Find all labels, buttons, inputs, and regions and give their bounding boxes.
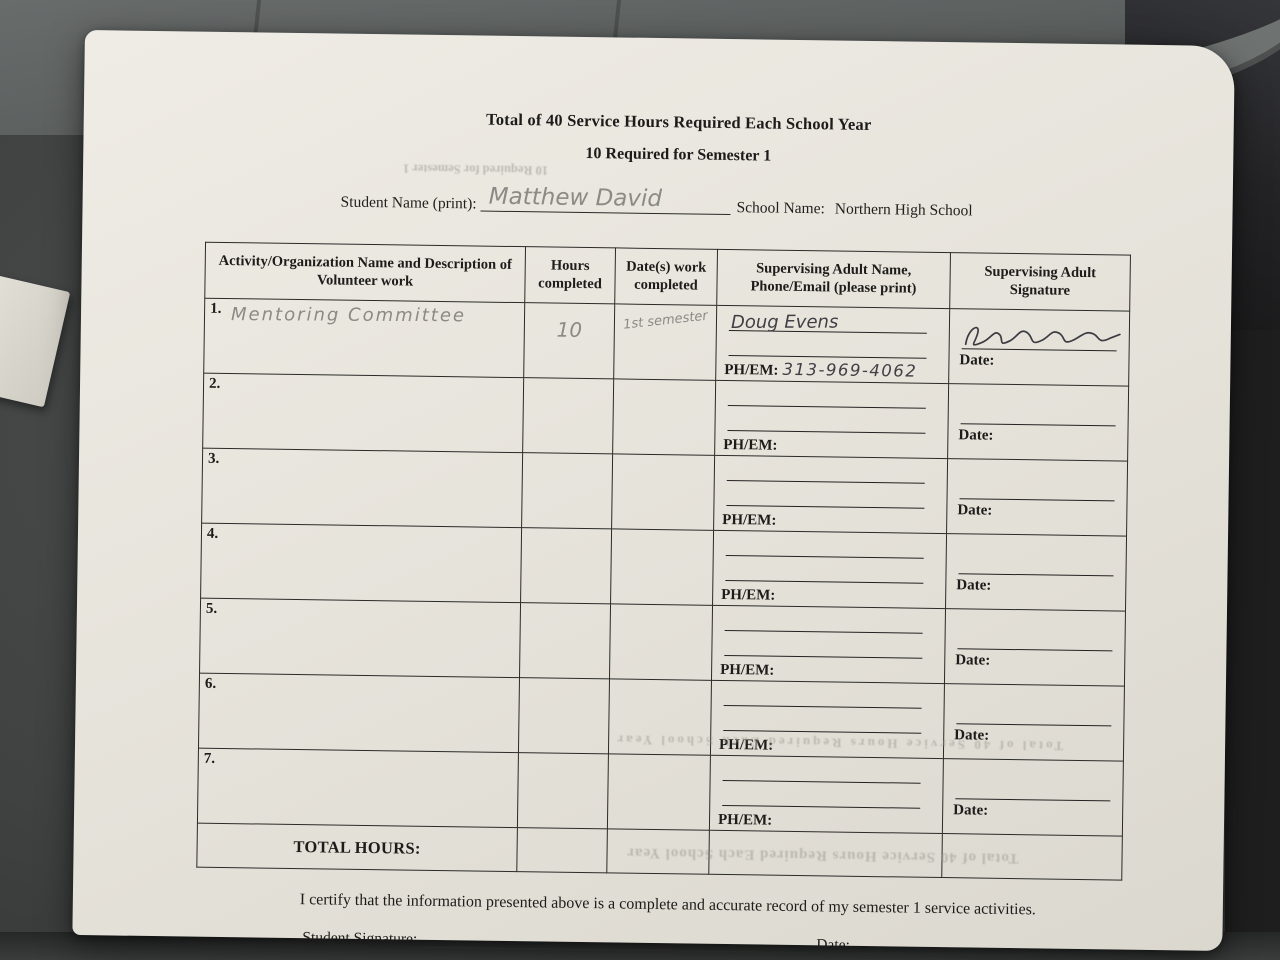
phem-label: PH/EM:: [720, 661, 775, 679]
header-signature: Supervising Adult Signature: [949, 252, 1131, 312]
phone-entry: 313-969-4062: [782, 359, 918, 381]
student-name-label: Student Name (print):: [340, 193, 477, 213]
date-label: Date:: [959, 352, 995, 369]
date-label: Date:: [958, 427, 994, 444]
adult-name-entry: Doug Evens: [730, 311, 839, 333]
signature-line: [960, 384, 1117, 427]
hours-entry: [521, 617, 610, 618]
signature-line: [961, 309, 1121, 352]
adult-name-line: [723, 680, 922, 709]
row-number: 2.: [208, 375, 221, 392]
table-row: 4. PH/EM: Date:: [200, 523, 1127, 612]
adult-name-line: [727, 381, 927, 409]
signature-line: [957, 609, 1113, 652]
adult-name-line: [724, 605, 924, 634]
row-number: 4.: [206, 525, 219, 542]
adult-email-line: [728, 331, 927, 359]
table-row: 7. PH/EM: Date:: [197, 748, 1124, 837]
service-hours-form: 10 Required for Semester 1 Total of 40 S…: [72, 30, 1235, 957]
footer-date-field: [855, 937, 1026, 957]
header-adult: Supervising Adult Name, Phone/Email (ple…: [716, 249, 951, 309]
adult-name-line: [725, 530, 925, 559]
adult-name-line: [726, 456, 926, 484]
row-number: 7.: [203, 750, 216, 767]
adult-email-line: [727, 406, 926, 434]
phem-label: PH/EM:: [721, 586, 776, 604]
header-hours: Hours completed: [524, 246, 616, 304]
hours-entry: [519, 767, 608, 768]
phem-label: PH/EM:: [723, 436, 778, 454]
dates-entry: 1st semester: [622, 308, 709, 333]
row-number: 3.: [207, 450, 220, 467]
adult-name-line: Doug Evens: [728, 306, 928, 334]
table-row: 5. PH/EM: Date:: [199, 598, 1126, 687]
signature-line: [956, 684, 1112, 727]
shadow-region: [1225, 330, 1280, 960]
school-name-label: School Name:: [736, 199, 825, 218]
table-row: 3. PH/EM: Date:: [201, 448, 1128, 537]
row-number: 1.: [210, 300, 222, 317]
student-name-field: Matthew David: [480, 184, 731, 216]
school-name-value: Northern High School: [834, 200, 973, 220]
table-row: 2. PH/EM: Date:: [202, 373, 1129, 462]
footer-date-label: Date:: [816, 936, 850, 954]
adult-name-line: [722, 755, 921, 784]
adult-email-line: [723, 705, 922, 734]
adult-signature-scribble: [964, 326, 1121, 346]
form-title: Total of 40 Service Hours Required Each …: [485, 109, 872, 134]
activity-entry: Mentoring Committee: [230, 304, 467, 327]
adult-email-line: [724, 630, 923, 659]
hours-entry: [524, 392, 613, 393]
hours-entry: 10: [556, 317, 583, 342]
row-number: 5.: [205, 600, 218, 617]
adult-email-line: [725, 555, 924, 584]
adult-email-line: [722, 780, 921, 809]
header-activity: Activity/Organization Name and Descripti…: [204, 242, 526, 303]
header-dates: Date(s) work completed: [614, 247, 718, 306]
student-name-row: Student Name (print): Matthew David School…: [340, 184, 1212, 228]
date-label: Date:: [956, 577, 992, 594]
hours-entry: [520, 692, 609, 693]
date-label: Date:: [955, 652, 991, 669]
certification-statement: I certify that the information presented…: [299, 891, 1036, 919]
service-hours-table: Activity/Organization Name and Descripti…: [196, 242, 1131, 881]
date-label: Date:: [953, 802, 989, 819]
student-name-entry: Matthew David: [488, 183, 663, 213]
adult-email-line: [726, 481, 925, 509]
student-signature-label: Student Signature:: [302, 929, 418, 948]
row-number: 6.: [204, 675, 217, 692]
signature-line: [959, 459, 1116, 502]
phem-label: PH/EM:: [722, 511, 777, 529]
phem-label: PH/EM:: [724, 361, 779, 379]
hours-entry: [523, 467, 612, 468]
table-row: 1. Mentoring Committee 10 1st semester Do…: [203, 298, 1130, 387]
phem-label: PH/EM:: [717, 811, 773, 829]
signature-line: [958, 534, 1115, 577]
date-label: Date:: [957, 502, 993, 519]
hours-entry: [522, 542, 611, 543]
signature-line: [955, 759, 1111, 802]
